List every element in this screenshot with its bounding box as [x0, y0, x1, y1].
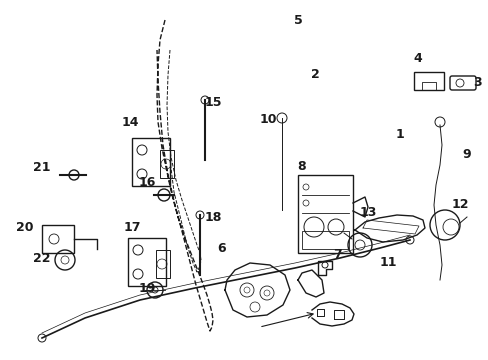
Bar	[160, 150, 174, 178]
Text: 10: 10	[259, 113, 276, 126]
Bar	[413, 72, 443, 90]
Text: 19: 19	[138, 282, 155, 294]
Text: 17: 17	[123, 221, 141, 234]
Text: 3: 3	[473, 77, 481, 90]
Text: 6: 6	[217, 242, 226, 255]
Bar	[156, 250, 170, 278]
Text: 15: 15	[204, 96, 221, 109]
Bar	[42, 225, 74, 253]
Text: 22: 22	[33, 252, 51, 265]
Bar	[297, 175, 352, 253]
Text: 16: 16	[138, 176, 155, 189]
Text: 14: 14	[121, 117, 139, 130]
Text: 12: 12	[450, 198, 468, 211]
Text: 7: 7	[333, 248, 342, 261]
Bar	[128, 238, 165, 286]
Text: 4: 4	[413, 51, 422, 64]
Text: 21: 21	[33, 162, 51, 175]
Text: 9: 9	[462, 148, 470, 162]
Text: 5: 5	[293, 13, 302, 27]
Text: 1: 1	[395, 129, 404, 141]
Text: 13: 13	[359, 207, 376, 220]
Text: 8: 8	[297, 161, 305, 174]
Text: 20: 20	[16, 221, 34, 234]
Text: 2: 2	[310, 68, 319, 81]
Text: 11: 11	[379, 256, 396, 270]
Text: 18: 18	[204, 211, 221, 225]
Bar	[302, 231, 348, 249]
Bar	[132, 138, 170, 186]
